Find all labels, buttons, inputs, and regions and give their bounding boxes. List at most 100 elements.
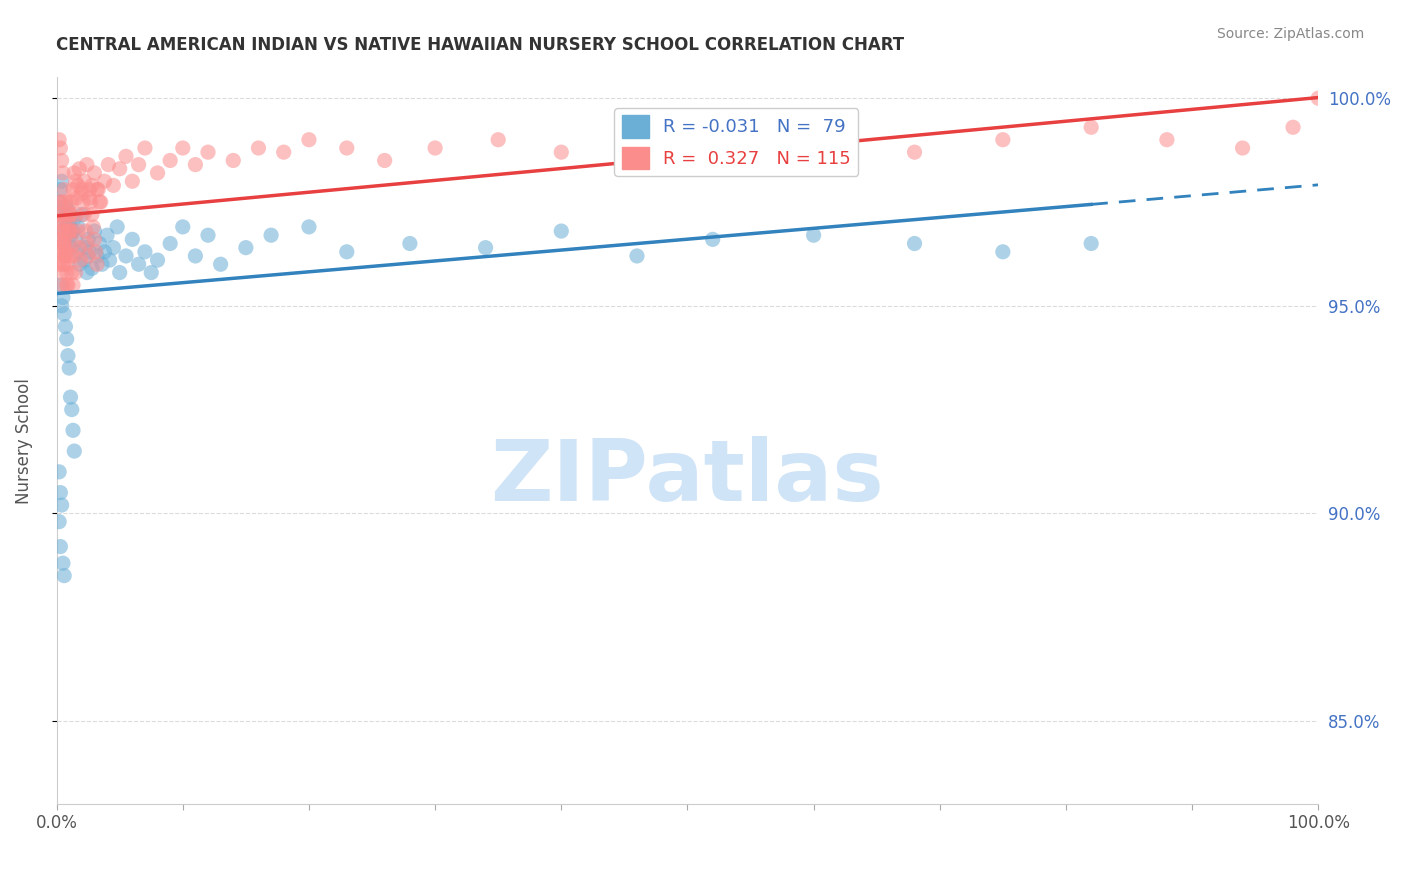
- Point: [197, 228, 219, 243]
- Point: [49, 207, 72, 221]
- Point: [55, 244, 77, 259]
- Point: [184, 249, 207, 263]
- Point: [86, 182, 108, 196]
- Point: [1282, 120, 1305, 135]
- Point: [97, 158, 120, 172]
- Point: [486, 133, 509, 147]
- Point: [128, 257, 150, 271]
- Point: [87, 182, 110, 196]
- Point: [298, 219, 321, 234]
- Point: [63, 211, 86, 226]
- Point: [55, 249, 77, 263]
- Point: [59, 228, 82, 243]
- Point: [134, 244, 156, 259]
- Point: [63, 166, 86, 180]
- Point: [209, 257, 232, 271]
- Point: [48, 257, 70, 271]
- Point: [115, 149, 138, 163]
- Point: [66, 191, 89, 205]
- Point: [1308, 91, 1330, 105]
- Point: [105, 219, 128, 234]
- Point: [52, 224, 75, 238]
- Point: [67, 219, 90, 234]
- Point: [62, 236, 84, 251]
- Point: [53, 307, 76, 321]
- Point: [62, 182, 84, 196]
- Point: [1080, 236, 1102, 251]
- Point: [51, 299, 73, 313]
- Point: [51, 194, 73, 209]
- Point: [550, 224, 572, 238]
- Point: [67, 178, 90, 193]
- Point: [67, 257, 90, 271]
- Point: [55, 278, 77, 293]
- Point: [56, 278, 79, 293]
- Point: [79, 182, 101, 196]
- Point: [108, 161, 131, 176]
- Point: [51, 244, 73, 259]
- Point: [48, 194, 70, 209]
- Point: [75, 224, 97, 238]
- Point: [115, 249, 138, 263]
- Point: [103, 178, 125, 193]
- Point: [60, 241, 83, 255]
- Point: [93, 174, 115, 188]
- Point: [70, 182, 93, 196]
- Point: [52, 278, 75, 293]
- Point: [56, 216, 79, 230]
- Point: [65, 266, 87, 280]
- Point: [91, 257, 114, 271]
- Point: [86, 249, 108, 263]
- Point: [98, 253, 121, 268]
- Point: [52, 236, 75, 251]
- Point: [89, 194, 111, 209]
- Point: [72, 194, 94, 209]
- Point: [48, 194, 70, 209]
- Point: [374, 153, 396, 168]
- Point: [60, 194, 83, 209]
- Point: [55, 249, 77, 263]
- Point: [52, 166, 75, 180]
- Point: [66, 207, 89, 221]
- Point: [80, 261, 103, 276]
- Point: [76, 236, 98, 251]
- Text: ZIPatlas: ZIPatlas: [491, 435, 884, 518]
- Point: [134, 141, 156, 155]
- Point: [1156, 133, 1178, 147]
- Point: [336, 141, 359, 155]
- Point: [52, 257, 75, 271]
- Point: [70, 186, 93, 201]
- Point: [51, 266, 73, 280]
- Point: [49, 278, 72, 293]
- Point: [128, 158, 150, 172]
- Point: [399, 236, 422, 251]
- Point: [65, 232, 87, 246]
- Point: [55, 319, 77, 334]
- Point: [108, 266, 131, 280]
- Point: [53, 236, 76, 251]
- Point: [80, 178, 103, 193]
- Point: [73, 207, 96, 221]
- Point: [55, 332, 77, 346]
- Point: [298, 133, 321, 147]
- Point: [79, 194, 101, 209]
- Point: [70, 207, 93, 221]
- Legend: R = -0.031   N =  79, R =  0.327   N = 115: R = -0.031 N = 79, R = 0.327 N = 115: [614, 108, 858, 176]
- Point: [626, 249, 648, 263]
- Point: [235, 241, 257, 255]
- Point: [67, 224, 90, 238]
- Point: [59, 207, 82, 221]
- Point: [141, 266, 163, 280]
- Point: [49, 540, 72, 554]
- Point: [86, 257, 108, 271]
- Point: [49, 232, 72, 246]
- Point: [53, 257, 76, 271]
- Point: [48, 216, 70, 230]
- Point: [56, 203, 79, 218]
- Point: [247, 141, 270, 155]
- Y-axis label: Nursery School: Nursery School: [15, 378, 32, 504]
- Point: [828, 133, 851, 147]
- Point: [55, 194, 77, 209]
- Point: [76, 266, 98, 280]
- Point: [49, 207, 72, 221]
